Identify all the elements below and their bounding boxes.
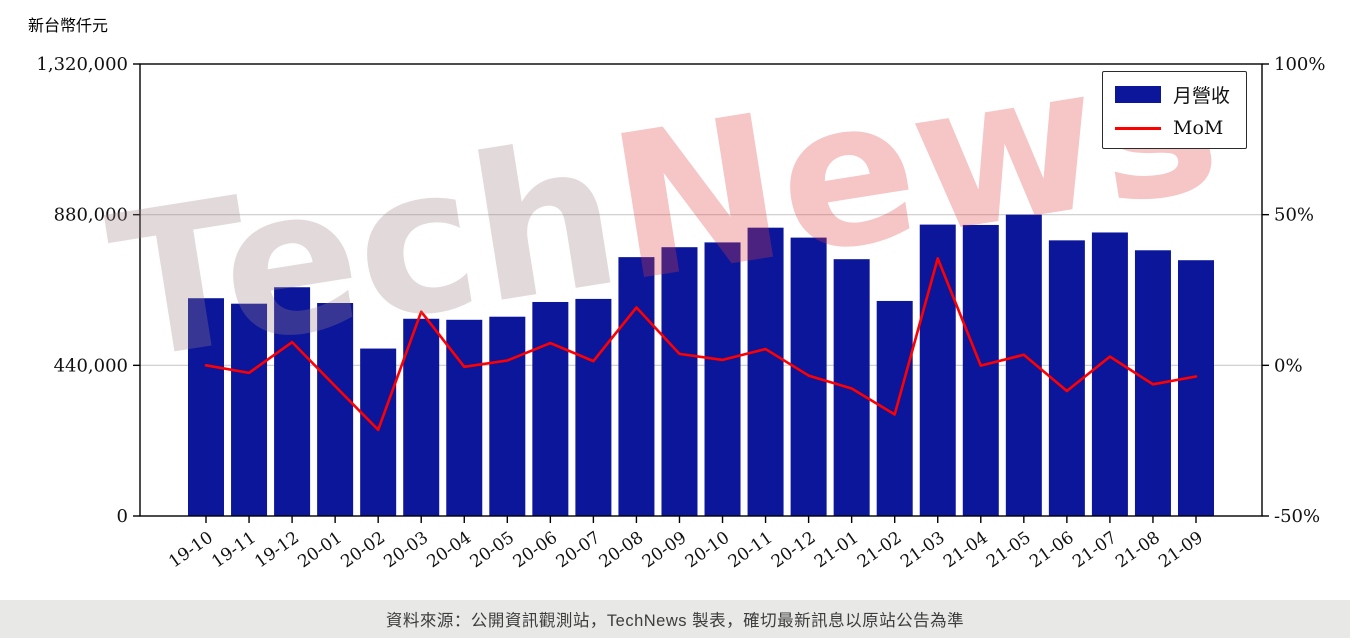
y-left-tick-label: 440,000 bbox=[54, 355, 128, 376]
x-tick-label: 20-07 bbox=[553, 528, 605, 572]
x-tick-label: 20-01 bbox=[294, 528, 346, 572]
y-right-tick-label: 0% bbox=[1274, 355, 1303, 376]
mom-line bbox=[204, 257, 1198, 432]
revenue-bar-20-06 bbox=[532, 301, 569, 516]
revenue-bar-20-03 bbox=[403, 318, 440, 516]
revenue-bar-19-12 bbox=[274, 287, 311, 516]
revenue-bar-20-05 bbox=[489, 316, 526, 516]
x-tick-label: 21-08 bbox=[1112, 528, 1164, 572]
x-tick-label: 20-11 bbox=[725, 528, 777, 572]
chart-legend: 月營收 MoM bbox=[1101, 71, 1247, 149]
x-tick-label: 20-08 bbox=[596, 528, 648, 572]
x-tick-label: 21-07 bbox=[1069, 528, 1121, 572]
revenue-bar-20-01 bbox=[317, 303, 354, 516]
legend-label-revenue: 月營收 bbox=[1172, 85, 1230, 107]
x-tick-label: 20-02 bbox=[337, 528, 389, 572]
y-right-tick-label: 50% bbox=[1274, 205, 1314, 226]
revenue-bar-19-10 bbox=[188, 298, 224, 516]
revenue-bar-20-09 bbox=[661, 247, 698, 517]
y-right-tick-label: 100% bbox=[1274, 54, 1325, 75]
legend-row-revenue: 月營收 bbox=[1114, 81, 1230, 108]
revenue-bar-21-02 bbox=[876, 300, 913, 516]
y-left-tick-label: 0 bbox=[117, 506, 128, 527]
y-axis-unit-label: 新台幣仟元 bbox=[28, 18, 109, 35]
revenue-mom-chart: 0 440,000 880,000 1,320,000 -50% 0% 50% 100% 19-… bbox=[36, 54, 1325, 572]
revenue-bar-21-09 bbox=[1178, 260, 1214, 516]
y-right-tick-label: -50% bbox=[1274, 506, 1320, 527]
plot-border bbox=[139, 63, 1263, 517]
x-tick-label: 20-10 bbox=[682, 528, 734, 572]
legend-label-mom: MoM bbox=[1172, 117, 1224, 139]
x-tick-label: 20-04 bbox=[424, 528, 476, 572]
revenue-bar-20-08 bbox=[618, 257, 655, 516]
revenue-bar-21-04 bbox=[962, 224, 999, 516]
x-tick-label: 21-01 bbox=[811, 528, 863, 572]
x-tick-label: 20-09 bbox=[639, 528, 691, 572]
revenue-bar-21-07 bbox=[1091, 232, 1128, 517]
x-tick-label: 21-03 bbox=[897, 528, 949, 572]
y-left-tick-label: 880,000 bbox=[54, 205, 128, 226]
x-tick-label: 20-05 bbox=[467, 528, 519, 572]
x-tick-label: 21-05 bbox=[983, 528, 1035, 572]
revenue-bar-20-10 bbox=[704, 242, 741, 517]
x-tick-label: 20-12 bbox=[768, 528, 820, 572]
line-swatch-icon bbox=[1114, 126, 1161, 130]
bar-swatch-icon bbox=[1114, 86, 1161, 103]
x-tick-label: 21-06 bbox=[1026, 528, 1078, 572]
legend-row-mom: MoM bbox=[1114, 117, 1230, 139]
x-tick-label: 19-11 bbox=[208, 528, 260, 572]
revenue-bar-21-06 bbox=[1048, 240, 1085, 516]
revenue-bar-20-11 bbox=[747, 227, 784, 517]
revenue-bar-21-03 bbox=[919, 224, 956, 516]
x-tick-label: 19-10 bbox=[165, 528, 217, 572]
x-tick-label: 21-04 bbox=[940, 528, 992, 572]
x-tick-label: 20-03 bbox=[380, 528, 432, 572]
x-tick-label: 20-06 bbox=[510, 528, 562, 572]
source-footer: 資料來源：公開資訊觀測站，TechNews 製表，確切最新訊息以原站公告為準 bbox=[0, 600, 1350, 638]
revenue-bar-20-02 bbox=[360, 348, 397, 516]
x-tick-label: 21-09 bbox=[1155, 528, 1207, 572]
revenue-bar-20-07 bbox=[575, 298, 612, 516]
revenue-bar-19-11 bbox=[231, 303, 268, 516]
y-left-tick-label: 1,320,000 bbox=[36, 54, 128, 75]
x-tick-label: 21-02 bbox=[854, 528, 906, 572]
x-tick-label: 19-12 bbox=[251, 528, 303, 572]
